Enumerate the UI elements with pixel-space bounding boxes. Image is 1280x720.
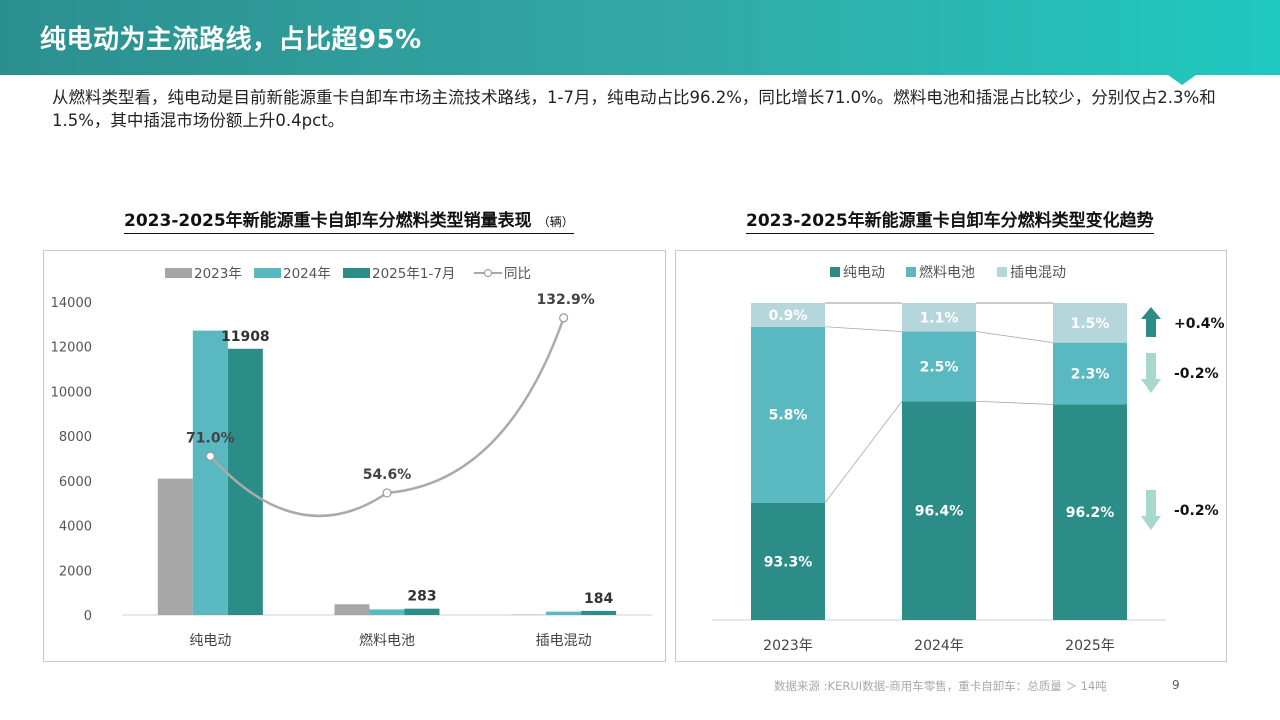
bar-燃料电池-2024年 <box>369 609 405 615</box>
share-chart-title: 2023-2025年新能源重卡自卸车分燃料类型变化趋势 <box>746 206 1154 234</box>
stack-纯电动-2025年 <box>1053 404 1127 620</box>
arrow-down-icon <box>1141 490 1161 530</box>
stack-data-label: 96.2% <box>1066 505 1115 521</box>
yoy-point <box>382 488 392 498</box>
stack-燃料电池-2023年 <box>751 326 825 503</box>
stack-纯电动-2023年 <box>751 502 825 620</box>
yoy-point <box>559 313 569 323</box>
stack-data-label: 0.9% <box>769 308 808 324</box>
bar-纯电动-2025年1-7月 <box>227 348 263 615</box>
legend-swatch <box>165 268 192 278</box>
x-category-label: 2025年 <box>1065 638 1115 654</box>
y-tick-label: 14000 <box>51 296 92 311</box>
bar-data-label: 184 <box>584 591 613 607</box>
summary-text: 从燃料类型看，纯电动是目前新能源重卡自卸车市场主流技术路线，1-7月，纯电动占比… <box>52 88 1216 130</box>
page-title: 纯电动为主流路线，占比超95% <box>40 25 422 55</box>
series-connector-line <box>824 326 903 332</box>
yoy-data-label: 54.6% <box>363 467 412 483</box>
y-tick-label: 4000 <box>59 520 92 535</box>
change-label: -0.2% <box>1174 503 1219 519</box>
title-banner <box>0 0 1280 75</box>
change-label: +0.4% <box>1174 316 1225 332</box>
x-category-label: 2023年 <box>763 638 813 654</box>
x-category-label: 2024年 <box>914 638 964 654</box>
stack-data-label: 5.8% <box>769 408 808 424</box>
bar-燃料电池-2025年1-7月 <box>404 608 440 615</box>
y-tick-label: 10000 <box>51 385 92 400</box>
y-tick-label: 2000 <box>59 564 92 579</box>
legend-swatch <box>830 267 840 277</box>
series-connector-line <box>975 400 1054 405</box>
y-tick-label: 8000 <box>59 430 92 445</box>
x-category-label: 插电混动 <box>536 633 592 649</box>
legend-swatch <box>343 268 370 278</box>
stack-插电混动-2024年 <box>902 303 976 332</box>
banner-notch <box>1168 75 1196 85</box>
yoy-data-label: 71.0% <box>186 430 235 446</box>
legend-swatch <box>997 267 1007 277</box>
sales-chart-unit: （辆） <box>537 215 574 229</box>
change-label: -0.2% <box>1174 366 1219 382</box>
legend-swatch <box>906 267 916 277</box>
stack-燃料电池-2025年 <box>1053 342 1127 405</box>
y-tick-label: 0 <box>84 609 92 624</box>
bar-插电混动-2025年1-7月 <box>581 610 617 615</box>
legend-label: 纯电动 <box>843 265 885 281</box>
series-connector-line <box>824 401 903 503</box>
data-source-note: 数据来源 :KERUI数据-商用车零售，重卡自卸车：总质量 ＞ 14吨 <box>774 679 1107 693</box>
sales-chart-title-text: 2023-2025年新能源重卡自卸车分燃料类型销量表现 <box>124 211 532 231</box>
stack-data-label: 1.1% <box>920 310 959 326</box>
legend-line-marker <box>484 269 492 277</box>
legend-label: 2025年1-7月 <box>372 266 455 282</box>
legend-label: 2023年 <box>194 266 242 282</box>
yoy-line <box>209 317 565 518</box>
bar-插电混动-2024年 <box>546 611 582 615</box>
stack-燃料电池-2024年 <box>902 331 976 402</box>
bar-燃料电池-2023年 <box>334 604 370 615</box>
stack-插电混动-2025年 <box>1053 303 1127 343</box>
stack-插电混动-2023年 <box>751 303 825 327</box>
legend-label: 同比 <box>504 266 531 282</box>
y-tick-label: 6000 <box>59 475 92 490</box>
stack-纯电动-2024年 <box>902 401 976 620</box>
stack-data-label: 2.3% <box>1071 367 1110 383</box>
page-number: 9 <box>1172 678 1180 692</box>
stack-data-label: 96.4% <box>915 504 964 520</box>
stack-data-label: 1.5% <box>1071 316 1110 332</box>
share-chart-panel: 93.3% 5.8% 0.9% 2023年 96.4% 2.5% 1.1% 2024年 96.2… <box>675 250 1227 662</box>
yoy-point <box>205 451 215 461</box>
legend-label: 燃料电池 <box>919 264 975 281</box>
legend-label: 插电混动 <box>1010 265 1066 281</box>
sales-bar-line-chart: 0 2000 4000 6000 8000 10000 12000 14000 11908 纯电动… <box>51 266 652 649</box>
arrow-down-icon <box>1141 353 1161 393</box>
sales-chart-panel: 0 2000 4000 6000 8000 10000 12000 14000 11908 纯电动… <box>43 250 666 662</box>
bar-纯电动-2023年 <box>157 478 193 615</box>
bar-data-label: 283 <box>407 589 436 605</box>
legend-label: 2024年 <box>283 266 331 282</box>
y-tick-label: 12000 <box>51 341 92 356</box>
arrow-up-icon <box>1141 307 1161 337</box>
bar-纯电动-2024年 <box>192 330 228 615</box>
sales-chart-title: 2023-2025年新能源重卡自卸车分燃料类型销量表现 （辆） <box>124 206 574 234</box>
stack-data-label: 93.3% <box>764 554 813 570</box>
series-connector-line <box>975 331 1054 344</box>
yoy-data-label: 132.9% <box>537 292 595 308</box>
stack-data-label: 2.5% <box>920 359 959 375</box>
x-category-label: 燃料电池 <box>359 632 415 649</box>
x-category-label: 纯电动 <box>189 633 231 649</box>
legend-swatch <box>254 268 281 278</box>
share-stacked-bar-chart: 93.3% 5.8% 0.9% 2023年 96.4% 2.5% 1.1% 2024年 96.2… <box>712 264 1225 654</box>
bar-data-label: 11908 <box>221 329 270 345</box>
